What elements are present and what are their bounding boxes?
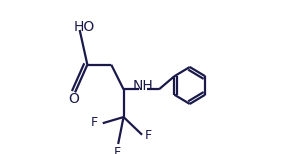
Text: HO: HO xyxy=(74,20,95,34)
Text: O: O xyxy=(68,92,79,105)
Text: NH: NH xyxy=(133,79,154,93)
Text: F: F xyxy=(91,116,98,129)
Text: F: F xyxy=(114,146,121,154)
Text: F: F xyxy=(144,129,151,142)
